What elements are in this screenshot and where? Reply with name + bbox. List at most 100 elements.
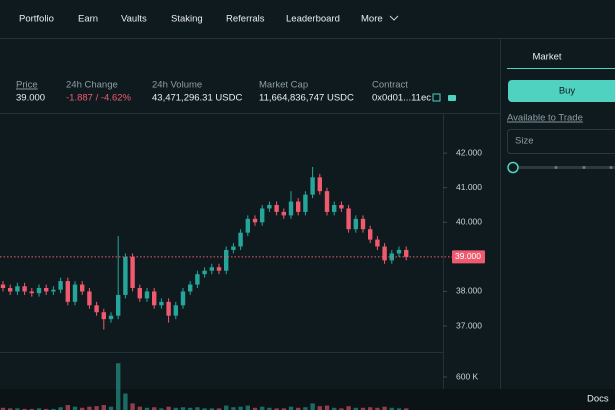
stat-value: 43,471,296.31 USDC	[152, 93, 242, 104]
candle-body	[116, 294, 121, 316]
volume-bar	[346, 406, 351, 410]
nav-item[interactable]: Leaderboard	[286, 14, 340, 25]
candle-body	[130, 256, 135, 289]
stat-value: 11,664,836,747 USDC	[259, 93, 354, 104]
candle-body	[195, 274, 200, 285]
volume-bar	[188, 407, 193, 410]
volume-bar	[274, 408, 279, 410]
size-placeholder: Size	[515, 136, 533, 147]
volume-bar	[29, 408, 34, 410]
candle-body	[44, 288, 49, 292]
candle-body	[346, 208, 351, 230]
volume-bar	[8, 408, 13, 410]
more-chevron[interactable]	[389, 15, 399, 21]
nav-item[interactable]: Staking	[171, 14, 203, 25]
volume-bar	[58, 407, 63, 410]
volume-bar	[202, 408, 207, 410]
volume-bar	[238, 406, 243, 410]
stat-label: 24h Volume	[152, 80, 202, 91]
candle-body	[324, 191, 330, 212]
docs-link[interactable]: Docs	[587, 394, 609, 405]
y-tick-label: 42.000	[456, 147, 482, 157]
nav-item[interactable]: More	[361, 14, 383, 25]
candle-body	[159, 301, 164, 306]
link-icon[interactable]	[432, 93, 441, 102]
last-price-label: 39.000	[455, 251, 481, 261]
volume-bar	[353, 407, 358, 410]
stat-value: -1.887 / -4.62%	[66, 93, 132, 104]
candle-body	[238, 232, 243, 247]
volume-bar	[123, 393, 128, 410]
candle-body	[224, 249, 229, 271]
candle-body	[274, 205, 279, 212]
volume-bar	[216, 408, 222, 410]
nav-item[interactable]: Vaults	[121, 14, 147, 25]
last-price-tag	[452, 250, 485, 264]
candle-body	[353, 218, 358, 230]
candle-body	[310, 177, 315, 195]
volume-bar	[144, 407, 150, 410]
volume-bar	[0, 407, 6, 410]
candle-body	[58, 281, 63, 290]
candle-body	[29, 291, 34, 294]
candle-body	[180, 291, 186, 306]
candle-body	[101, 312, 106, 320]
volume-bar	[72, 406, 78, 410]
candle-body	[389, 253, 394, 261]
candle-body	[166, 301, 171, 316]
buy-label: Buy	[559, 86, 576, 97]
buy-button[interactable]	[508, 80, 615, 102]
volume-bar	[22, 408, 27, 410]
candle-body	[202, 270, 207, 275]
volume-bar	[396, 408, 402, 410]
volume-bar	[288, 406, 294, 410]
candle-body	[245, 218, 250, 233]
candle-body	[94, 305, 99, 313]
candle-body	[303, 194, 308, 212]
volume-tick-label: 600 K	[456, 371, 479, 381]
volume-bar	[101, 405, 106, 410]
market-tab[interactable]: Market	[532, 52, 561, 63]
candle-body	[15, 286, 20, 292]
volume-bar	[245, 405, 250, 410]
slider-handle[interactable]	[507, 161, 519, 174]
candle-body	[137, 288, 142, 299]
volume-bar	[166, 406, 171, 410]
candle-body	[188, 284, 193, 292]
candle-body	[375, 239, 380, 247]
y-tick-label: 40.000	[456, 217, 482, 227]
volume-bar	[116, 363, 121, 410]
candle-body	[216, 267, 222, 271]
stat-value: 39.000	[16, 93, 45, 104]
volume-bar	[324, 405, 330, 410]
volume-bar	[296, 407, 301, 410]
candle-body	[231, 246, 236, 250]
volume-bar	[108, 406, 114, 410]
available-label: Available to Trade	[507, 113, 583, 124]
volume-bar	[195, 407, 200, 410]
wallet-icon[interactable]	[448, 95, 456, 101]
candle-body	[267, 205, 272, 209]
nav-item[interactable]: Earn	[78, 14, 98, 25]
candle-body	[152, 291, 157, 306]
y-tick-label: 41.000	[456, 182, 482, 192]
candle-body	[281, 211, 286, 216]
volume-bar	[360, 407, 366, 410]
size-input[interactable]	[507, 129, 615, 154]
slider-dot	[609, 166, 613, 169]
candle-body	[51, 289, 56, 292]
candle-body	[144, 291, 150, 299]
candle-body	[360, 218, 366, 230]
volume-bar	[260, 406, 265, 410]
volume-bar	[36, 408, 42, 410]
volume-bar	[87, 406, 92, 410]
nav-item[interactable]: Referrals	[226, 14, 265, 25]
volume-bar	[15, 408, 20, 410]
volume-bar	[137, 406, 142, 410]
candle-body	[252, 218, 258, 223]
nav-item[interactable]: Portfolio	[19, 14, 54, 25]
candle-body	[108, 315, 114, 320]
candle-body	[317, 177, 322, 192]
candle-body	[404, 249, 409, 257]
